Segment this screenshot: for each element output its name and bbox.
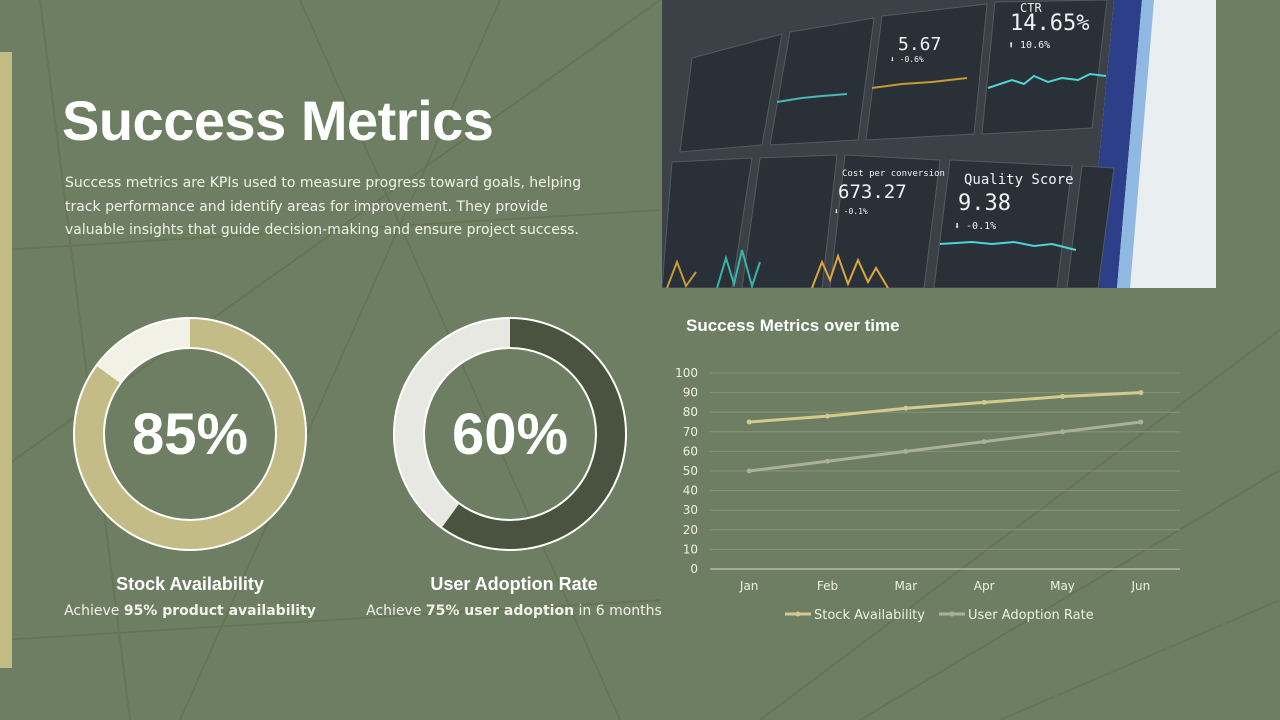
stock-availability-title: Stock Availability <box>116 574 264 594</box>
photo-ctr-label: CTR <box>1020 1 1042 15</box>
x-tick-label: Jan <box>739 579 759 593</box>
x-tick-label: Feb <box>817 579 838 593</box>
stock-availability-goal: Achieve 95% product availability <box>30 603 350 619</box>
chart-title: Success Metrics over time <box>686 316 900 335</box>
legend-marker <box>795 611 801 617</box>
data-point <box>903 448 909 454</box>
y-tick-label: 100 <box>675 366 698 380</box>
photo-quality-delta: ⬇ -0.1% <box>954 221 996 232</box>
y-tick-label: 10 <box>683 542 698 556</box>
photo-ctr-delta: ⬆ 10.6% <box>1008 40 1050 51</box>
y-tick-label: 20 <box>683 523 698 537</box>
y-tick-label: 30 <box>683 503 698 517</box>
data-point <box>1060 394 1065 400</box>
y-tick-label: 0 <box>690 562 698 576</box>
data-point <box>981 399 987 405</box>
y-tick-label: 80 <box>683 405 698 419</box>
user-adoption-goal: Achieve 75% user adoption in 6 months <box>354 603 674 619</box>
goal-highlight: 75% user adoption <box>425 603 575 619</box>
goal-prefix: Achieve <box>366 603 426 619</box>
data-point <box>981 439 987 445</box>
accent-bar <box>0 52 12 668</box>
photo-quality-value: 9.38 <box>958 191 1011 216</box>
adoption-donut-arc <box>395 319 625 549</box>
page-title: Success Metrics <box>62 89 494 152</box>
data-point <box>1060 429 1065 435</box>
x-tick-label: May <box>1050 579 1075 593</box>
stock-availability-percent: 85% <box>131 401 249 467</box>
photo-cost-label: Cost per conversion <box>842 169 945 179</box>
stock-donut-arc <box>75 319 305 549</box>
y-tick-label: 60 <box>683 444 698 458</box>
stock-availability-donut: 85% <box>72 316 308 552</box>
photo-quality-label: Quality Score <box>964 172 1074 188</box>
data-point <box>825 413 830 419</box>
user-adoption-percent: 60% <box>451 401 569 467</box>
photo-tile2-delta: ⬇ -0.6% <box>890 55 924 64</box>
x-tick-label: Apr <box>974 579 995 593</box>
data-point <box>746 419 752 425</box>
y-tick-label: 50 <box>683 464 698 478</box>
legend-label: User Adoption Rate <box>968 608 1094 623</box>
legend-marker <box>949 611 955 617</box>
photo-ctr-value: 14.65% <box>1010 11 1089 36</box>
goal-highlight: 95% product availability <box>123 603 316 619</box>
user-adoption-donut: 60% <box>392 316 628 552</box>
photo-tile2-value: 5.67 <box>898 34 941 55</box>
user-adoption-title: User Adoption Rate <box>430 574 598 594</box>
photo-cost-delta: ⬇ -0.1% <box>834 207 868 216</box>
data-point <box>746 468 752 474</box>
dashboard-photo: CTR 14.65% ⬆ 10.6% 5.67 ⬇ -0.6% Cost per… <box>662 0 1216 288</box>
data-point <box>903 405 909 411</box>
goal-prefix: Achieve <box>64 603 124 619</box>
line-chart: 0 10 20 30 40 50 60 70 80 90 100 Jan Feb Mar Apr May Jun… <box>675 366 1180 623</box>
goal-suffix: in 6 months <box>574 603 662 619</box>
x-tick-label: Mar <box>895 579 918 593</box>
photo-cost-value: 673.27 <box>838 181 907 203</box>
data-point <box>1138 390 1144 396</box>
data-point <box>825 458 830 464</box>
y-tick-label: 90 <box>683 386 698 400</box>
legend-label: Stock Availability <box>814 608 925 623</box>
data-point <box>1138 419 1144 425</box>
x-tick-label: Jun <box>1130 579 1150 593</box>
series-line-2 <box>748 420 1142 473</box>
y-tick-label: 40 <box>683 484 698 498</box>
slide-description: Success metrics are KPIs used to measure… <box>65 175 582 238</box>
y-tick-label: 70 <box>683 425 698 439</box>
series-line-1 <box>749 391 1141 424</box>
